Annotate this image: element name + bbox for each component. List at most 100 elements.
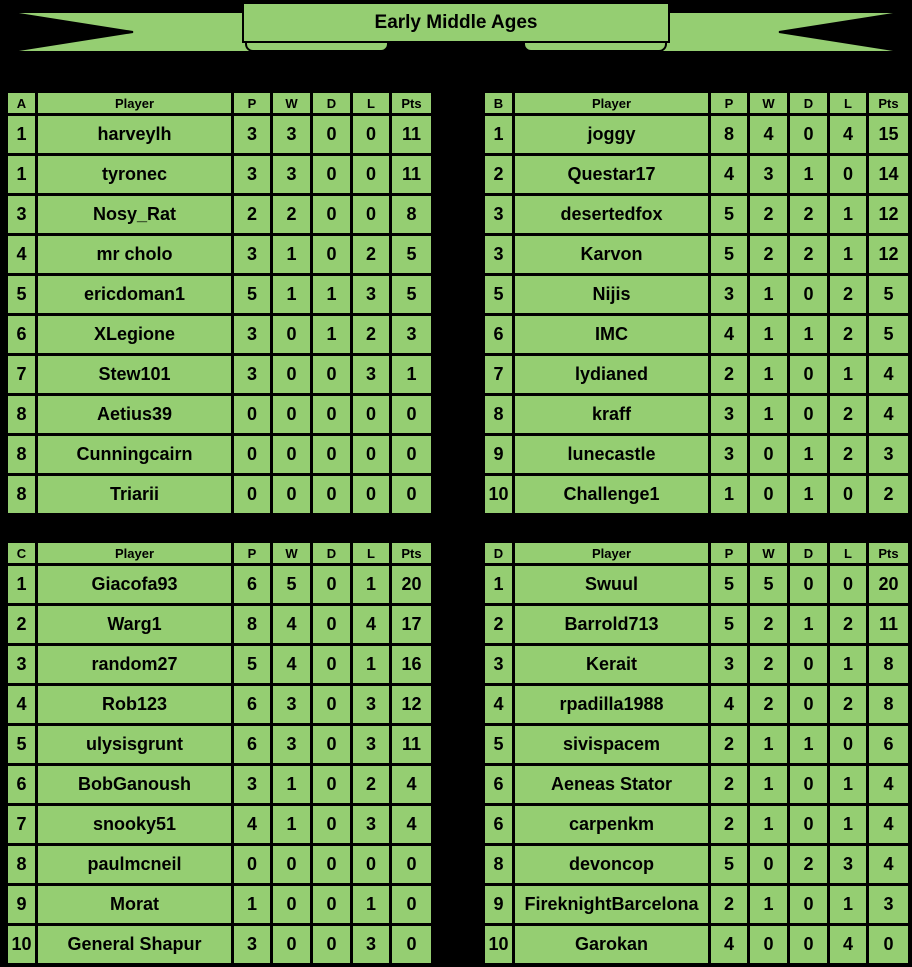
player-cell: harveylh: [35, 113, 234, 156]
stat-cell: 5: [389, 273, 434, 316]
stat-cell: 3: [231, 233, 273, 276]
stat-cell: 0: [310, 113, 353, 156]
stat-cell: 0: [231, 473, 273, 516]
stat-cell: 1: [747, 763, 790, 806]
stat-cell: 4: [827, 923, 869, 966]
player-header: Player: [512, 540, 711, 566]
stat-cell: 1: [787, 153, 830, 196]
stat-cell: 20: [866, 563, 911, 606]
stat-cell: 0: [827, 723, 869, 766]
stat-cell: 0: [270, 923, 313, 966]
rank-cell: 6: [5, 313, 38, 356]
table-row: 3 desertedfox 5 2 2 1 12: [482, 193, 911, 236]
stat-cell: 0: [310, 883, 353, 926]
player-cell: Garokan: [512, 923, 711, 966]
stat-cell: 2: [708, 353, 750, 396]
stat-cell: 0: [310, 643, 353, 686]
stat-cell: 0: [389, 473, 434, 516]
player-cell: Triarii: [35, 473, 234, 516]
stat-header: W: [747, 540, 790, 566]
stat-cell: 4: [866, 763, 911, 806]
stat-cell: 0: [270, 433, 313, 476]
stat-cell: 1: [747, 883, 790, 926]
stat-cell: 0: [787, 683, 830, 726]
stat-cell: 3: [231, 923, 273, 966]
table-row: 8 devoncop 5 0 2 3 4: [482, 843, 911, 886]
stat-header: D: [787, 90, 830, 116]
rank-cell: 5: [482, 723, 515, 766]
stat-cell: 1: [747, 723, 790, 766]
stat-cell: 2: [827, 683, 869, 726]
stat-cell: 4: [270, 643, 313, 686]
player-cell: Challenge1: [512, 473, 711, 516]
stat-cell: 1: [827, 353, 869, 396]
table-row: 5 ulysisgrunt 6 3 0 3 11: [5, 723, 434, 766]
player-cell: Karvon: [512, 233, 711, 276]
rank-cell: 1: [482, 563, 515, 606]
player-cell: lydianed: [512, 353, 711, 396]
stat-cell: 3: [708, 433, 750, 476]
stat-cell: 0: [787, 353, 830, 396]
rank-cell: 9: [482, 433, 515, 476]
stat-header: L: [827, 90, 869, 116]
rank-cell: 6: [5, 763, 38, 806]
rank-cell: 5: [482, 273, 515, 316]
stat-cell: 0: [827, 473, 869, 516]
stat-cell: 0: [270, 313, 313, 356]
stat-cell: 3: [350, 803, 392, 846]
stat-cell: 0: [231, 843, 273, 886]
stat-cell: 0: [787, 803, 830, 846]
stat-cell: 4: [708, 923, 750, 966]
stat-cell: 1: [350, 563, 392, 606]
stat-cell: 0: [270, 883, 313, 926]
stat-cell: 4: [866, 353, 911, 396]
table-row: 4 Rob123 6 3 0 3 12: [5, 683, 434, 726]
stat-cell: 2: [350, 233, 392, 276]
stat-cell: 2: [747, 233, 790, 276]
player-cell: Nosy_Rat: [35, 193, 234, 236]
player-cell: random27: [35, 643, 234, 686]
stat-cell: 11: [389, 723, 434, 766]
table-row: 6 carpenkm 2 1 0 1 4: [482, 803, 911, 846]
stat-cell: 4: [747, 113, 790, 156]
stat-cell: 1: [747, 273, 790, 316]
player-cell: ulysisgrunt: [35, 723, 234, 766]
stat-cell: 0: [747, 843, 790, 886]
stat-cell: 0: [310, 763, 353, 806]
player-cell: devoncop: [512, 843, 711, 886]
stat-cell: 2: [827, 313, 869, 356]
stat-cell: 1: [310, 313, 353, 356]
player-cell: BobGanoush: [35, 763, 234, 806]
player-cell: Aeneas Stator: [512, 763, 711, 806]
stat-cell: 4: [708, 153, 750, 196]
table-row: 8 Aetius39 0 0 0 0 0: [5, 393, 434, 436]
stat-cell: 1: [231, 883, 273, 926]
stat-cell: 2: [708, 883, 750, 926]
stat-cell: 11: [389, 113, 434, 156]
table-row: 1 joggy 8 4 0 4 15: [482, 113, 911, 156]
player-cell: Morat: [35, 883, 234, 926]
rank-cell: 3: [482, 233, 515, 276]
rank-cell: 2: [482, 603, 515, 646]
stat-cell: 3: [231, 353, 273, 396]
stat-cell: 1: [787, 433, 830, 476]
stat-cell: 3: [270, 683, 313, 726]
stat-cell: 0: [787, 113, 830, 156]
rank-cell: 7: [482, 353, 515, 396]
stat-cell: 3: [231, 313, 273, 356]
stat-cell: 3: [270, 153, 313, 196]
player-header: Player: [35, 90, 234, 116]
table-row: 3 Kerait 3 2 0 1 8: [482, 643, 911, 686]
stat-cell: 0: [270, 843, 313, 886]
stat-cell: 2: [747, 643, 790, 686]
stat-cell: 0: [827, 153, 869, 196]
stat-cell: 0: [389, 433, 434, 476]
table-row: 6 BobGanoush 3 1 0 2 4: [5, 763, 434, 806]
stat-header: Pts: [866, 90, 911, 116]
group-table-d: D Player P W D L Pts 1 Swuul 5 5 0 0 20 2 Barrold713 5 2…: [482, 540, 911, 966]
stat-cell: 12: [866, 193, 911, 236]
stat-header: W: [270, 540, 313, 566]
stat-cell: 0: [310, 603, 353, 646]
stat-cell: 3: [708, 643, 750, 686]
rank-cell: 7: [5, 353, 38, 396]
